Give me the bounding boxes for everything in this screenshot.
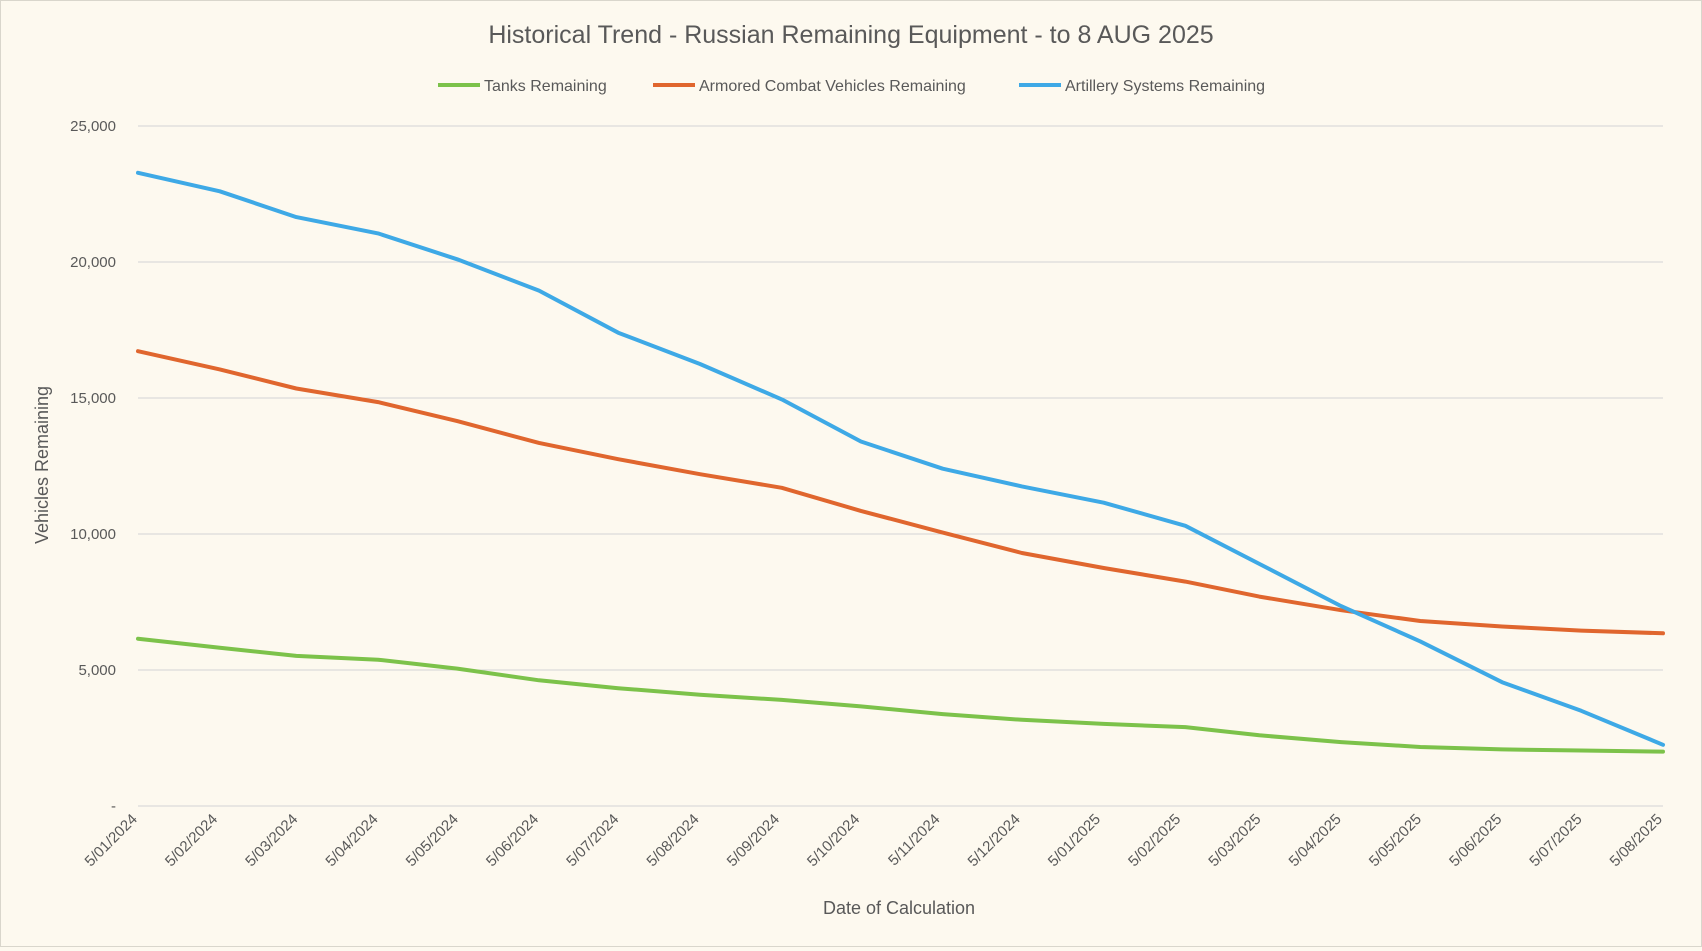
- x-tick-label: 5/02/2025: [1125, 811, 1184, 870]
- x-tick-label: 5/03/2025: [1205, 811, 1264, 870]
- legend-label: Tanks Remaining: [484, 78, 607, 95]
- legend-item: Armored Combat Vehicles Remaining: [653, 78, 966, 95]
- y-tick-label: 15,000: [70, 390, 116, 407]
- y-axis-title: Vehicles Remaining: [32, 386, 52, 544]
- x-tick-label: 5/12/2024: [965, 811, 1024, 870]
- y-tick-label: 25,000: [70, 118, 116, 135]
- x-tick-label: 5/05/2024: [403, 811, 462, 870]
- series-line: [136, 636, 1665, 754]
- x-axis-ticks: 5/01/2024 5/02/2024 5/03/2024 5/04/2024 5/05…: [82, 811, 1666, 870]
- series-line: [136, 349, 1665, 636]
- x-tick-label: 5/08/2025: [1607, 811, 1666, 870]
- x-tick-label: 5/06/2024: [483, 811, 542, 870]
- legend-item: Artillery Systems Remaining: [1019, 78, 1265, 95]
- x-tick-label: 5/01/2025: [1045, 811, 1104, 870]
- x-tick-label: 5/04/2025: [1286, 811, 1345, 870]
- legend: Tanks Remaining Armored Combat Vehicles R…: [438, 78, 1265, 95]
- y-tick-label: 10,000: [70, 526, 116, 543]
- x-tick-label: 5/09/2024: [724, 811, 783, 870]
- legend-label: Artillery Systems Remaining: [1065, 78, 1265, 95]
- legend-label: Armored Combat Vehicles Remaining: [699, 78, 966, 95]
- series-lines: [136, 170, 1665, 754]
- x-tick-label: 5/11/2024: [885, 811, 943, 869]
- gridlines: [138, 125, 1663, 807]
- x-tick-label: 5/02/2024: [162, 811, 221, 870]
- x-tick-label: 5/03/2024: [242, 811, 301, 870]
- x-tick-label: 5/05/2025: [1366, 811, 1425, 870]
- y-tick-label: 20,000: [70, 254, 116, 271]
- y-tick-label: -: [111, 798, 116, 815]
- x-tick-label: 5/04/2024: [322, 811, 381, 870]
- x-tick-label: 5/07/2024: [563, 811, 622, 870]
- x-axis-title: Date of Calculation: [823, 898, 975, 918]
- y-axis-ticks: - 5,000 10,000 15,000 20,000 25,000: [70, 118, 116, 815]
- legend-item: Tanks Remaining: [438, 78, 607, 95]
- chart-title: Historical Trend - Russian Remaining Equ…: [488, 21, 1213, 49]
- x-tick-label: 5/10/2024: [804, 811, 863, 870]
- x-tick-label: 5/01/2024: [82, 811, 141, 870]
- series-line: [136, 170, 1665, 747]
- x-tick-label: 5/06/2025: [1446, 811, 1505, 870]
- x-tick-label: 5/08/2024: [643, 811, 702, 870]
- y-tick-label: 5,000: [78, 662, 116, 679]
- x-tick-label: 5/07/2025: [1526, 811, 1585, 870]
